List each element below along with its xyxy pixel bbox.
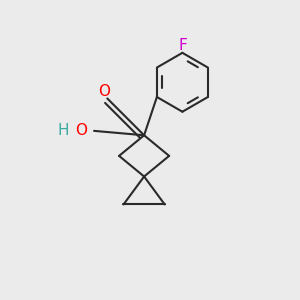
Text: H: H (58, 123, 69, 138)
Text: F: F (178, 38, 187, 53)
Text: O: O (76, 123, 88, 138)
Text: O: O (98, 84, 110, 99)
